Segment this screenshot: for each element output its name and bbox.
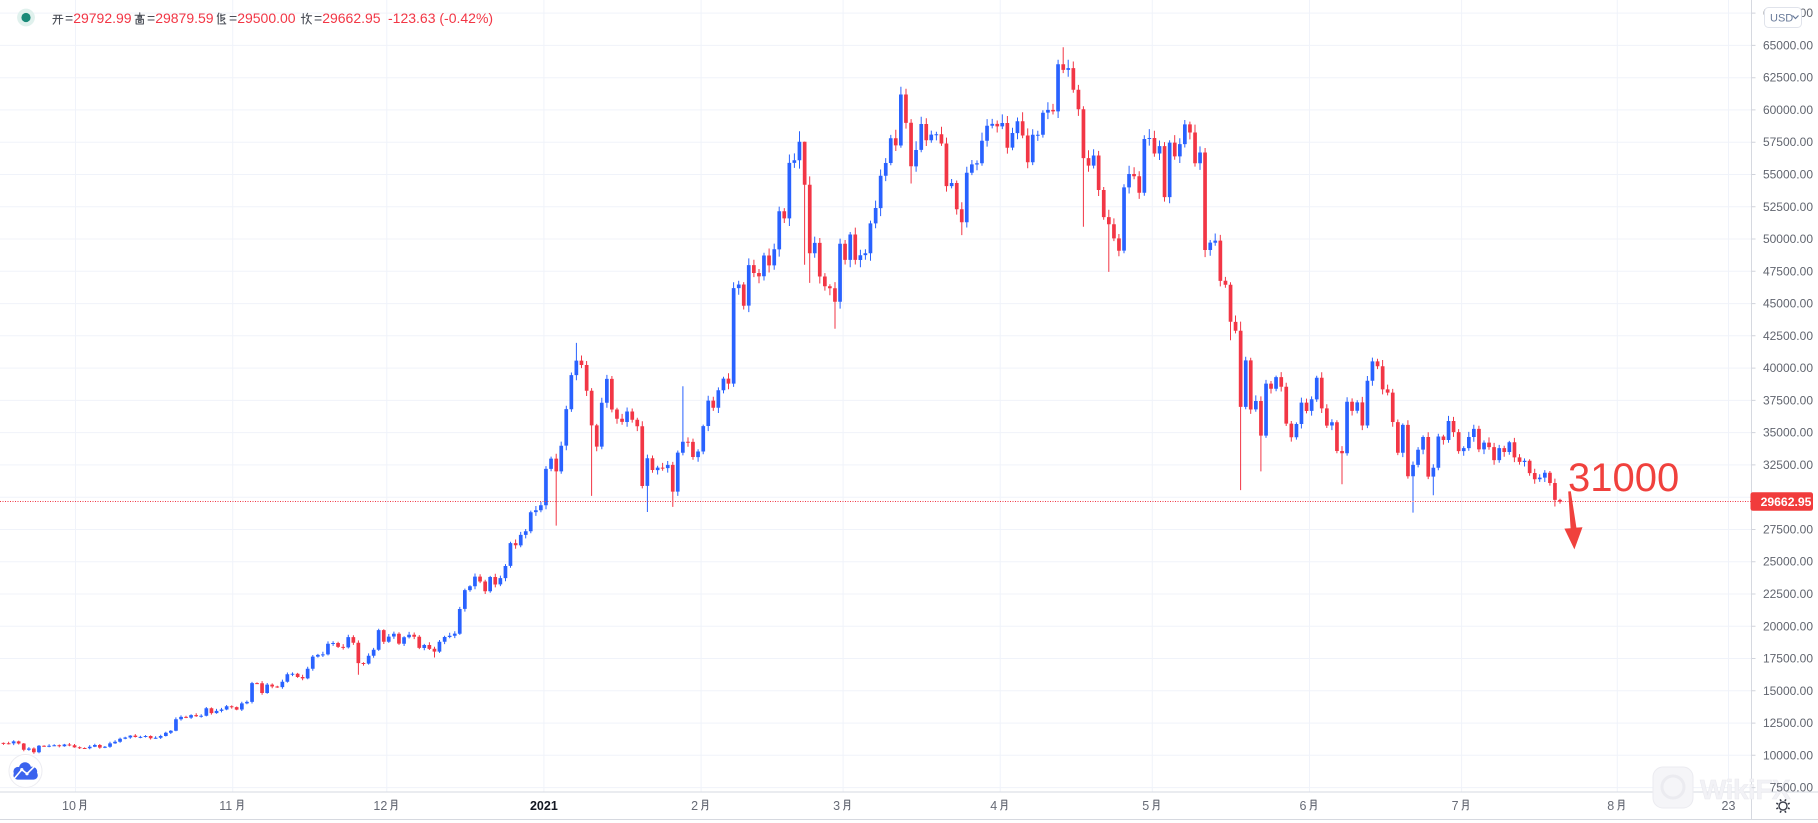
svg-text:USD: USD: [1770, 13, 1793, 25]
svg-text:15000.00: 15000.00: [1763, 684, 1813, 698]
svg-text:10000.00: 10000.00: [1763, 748, 1813, 762]
svg-text:=: =: [65, 10, 73, 26]
svg-text:62500.00: 62500.00: [1763, 71, 1813, 85]
svg-text:29662.95: 29662.95: [322, 10, 381, 26]
svg-text:29500.00: 29500.00: [237, 10, 296, 26]
svg-text:37500.00: 37500.00: [1763, 393, 1813, 407]
svg-text:23: 23: [1722, 799, 1736, 813]
svg-text:22500.00: 22500.00: [1763, 587, 1813, 601]
svg-text:2: 2: [691, 799, 698, 813]
svg-text:57500.00: 57500.00: [1763, 135, 1813, 149]
svg-text:2021: 2021: [530, 799, 558, 813]
svg-text:12: 12: [373, 799, 387, 813]
svg-text:42500.00: 42500.00: [1763, 329, 1813, 343]
svg-text:-123.63 (-0.42%): -123.63 (-0.42%): [388, 10, 493, 26]
svg-text:4: 4: [990, 799, 997, 813]
svg-text:40000.00: 40000.00: [1763, 361, 1813, 375]
svg-text:11: 11: [219, 799, 232, 813]
svg-text:29792.99: 29792.99: [73, 10, 132, 26]
svg-text:29662.95: 29662.95: [1761, 495, 1812, 509]
svg-text:10: 10: [62, 799, 76, 813]
svg-text:31000: 31000: [1568, 456, 1679, 500]
svg-text:3: 3: [833, 799, 840, 813]
svg-text:25000.00: 25000.00: [1763, 555, 1813, 569]
svg-text:60000.00: 60000.00: [1763, 103, 1813, 117]
svg-text:29879.59: 29879.59: [155, 10, 214, 26]
svg-text:5: 5: [1142, 799, 1149, 813]
svg-text:7: 7: [1452, 799, 1459, 813]
svg-text:32500.00: 32500.00: [1763, 458, 1813, 472]
svg-text:50000.00: 50000.00: [1763, 232, 1813, 246]
svg-text:55000.00: 55000.00: [1763, 168, 1813, 182]
svg-text:6: 6: [1300, 799, 1307, 813]
svg-text:8: 8: [1607, 799, 1614, 813]
svg-text:52500.00: 52500.00: [1763, 200, 1813, 214]
svg-text:47500.00: 47500.00: [1763, 264, 1813, 278]
svg-text:7500.00: 7500.00: [1770, 781, 1814, 795]
svg-text:20000.00: 20000.00: [1763, 619, 1813, 633]
svg-text:35000.00: 35000.00: [1763, 426, 1813, 440]
svg-text:12500.00: 12500.00: [1763, 716, 1813, 730]
svg-text:27500.00: 27500.00: [1763, 523, 1813, 537]
svg-text:17500.00: 17500.00: [1763, 652, 1813, 666]
svg-text:=: =: [314, 10, 322, 26]
svg-text:=: =: [229, 10, 237, 26]
svg-text:45000.00: 45000.00: [1763, 297, 1813, 311]
svg-text:WikiFX: WikiFX: [1700, 774, 1791, 805]
svg-text:65000.00: 65000.00: [1763, 38, 1813, 52]
svg-text:=: =: [147, 10, 155, 26]
